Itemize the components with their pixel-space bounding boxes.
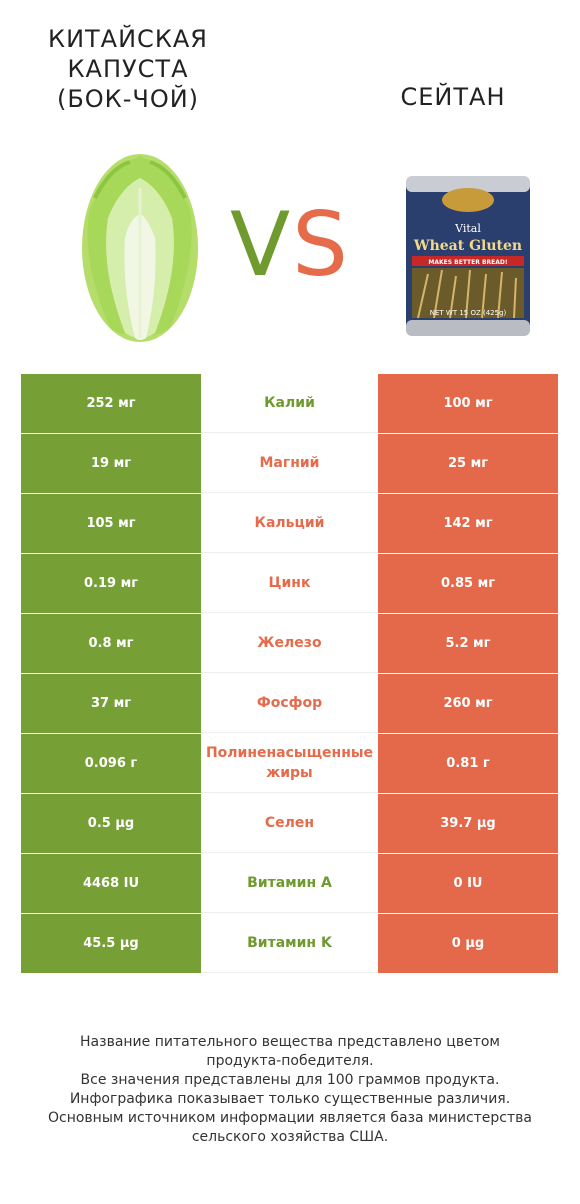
footer-line: Основным источником информации является … — [48, 1110, 532, 1126]
can-label-weight: NET WT 15 OZ (425g) — [430, 309, 507, 317]
table-row: 0.8 мг Железо 5.2 мг — [21, 614, 558, 674]
footer-line: продукта-победителя. — [206, 1053, 374, 1069]
right-value: 260 мг — [378, 674, 558, 733]
nutrient-name: Фосфор — [201, 674, 378, 733]
nutrient-name: Витамин K — [201, 914, 378, 973]
left-value: 0.5 µg — [21, 794, 201, 853]
can-label-vital: Vital — [454, 222, 481, 235]
footer-line: Все значения представлены для 100 граммо… — [80, 1072, 500, 1088]
table-row: 105 мг Кальций 142 мг — [21, 494, 558, 554]
nutrient-name: Калий — [201, 374, 378, 433]
nutrient-name: Полиненасыщенные жиры — [201, 734, 378, 793]
right-value: 0 IU — [378, 854, 558, 913]
right-value: 0.81 г — [378, 734, 558, 793]
nutrient-name: Кальций — [201, 494, 378, 553]
table-row: 0.096 г Полиненасыщенные жиры 0.81 г — [21, 734, 558, 794]
table-row: 0.19 мг Цинк 0.85 мг — [21, 554, 558, 614]
left-value: 4468 IU — [21, 854, 201, 913]
left-value: 0.19 мг — [21, 554, 201, 613]
right-value: 0.85 мг — [378, 554, 558, 613]
left-value: 252 мг — [21, 374, 201, 433]
left-product-title: КИТАЙСКАЯ КАПУСТА (БОК-ЧОЙ) — [48, 25, 208, 113]
nutrient-name: Селен — [201, 794, 378, 853]
footer-line: сельского хозяйства США. — [191, 1129, 389, 1145]
nutrient-name: Цинк — [201, 554, 378, 613]
footer-line: Название питательного вещества представл… — [80, 1034, 500, 1050]
nutrient-name: Витамин A — [201, 854, 378, 913]
left-value: 0.096 г — [21, 734, 201, 793]
table-row: 19 мг Магний 25 мг — [21, 434, 558, 494]
comparison-table: 252 мг Калий 100 мг 19 мг Магний 25 мг 105 мг К… — [21, 374, 558, 974]
wheat-gluten-can-image: Vital Wheat Gluten MAKES BETTER BREAD! N… — [406, 176, 530, 336]
nutrient-name: Железо — [201, 614, 378, 673]
can-label-band: MAKES BETTER BREAD! — [428, 259, 507, 266]
left-value: 0.8 мг — [21, 614, 201, 673]
chinese-cabbage-image — [82, 154, 198, 342]
left-value: 37 мг — [21, 674, 201, 733]
vs-v: V — [229, 193, 293, 296]
left-value: 105 мг — [21, 494, 201, 553]
vs-label: VS — [222, 190, 358, 300]
table-row: 252 мг Калий 100 мг — [21, 374, 558, 434]
right-value: 39.7 µg — [378, 794, 558, 853]
table-row: 0.5 µg Селен 39.7 µg — [21, 794, 558, 854]
right-value: 0 µg — [378, 914, 558, 973]
right-value: 25 мг — [378, 434, 558, 493]
right-value: 5.2 мг — [378, 614, 558, 673]
right-value: 100 мг — [378, 374, 558, 433]
left-value: 45.5 µg — [21, 914, 201, 973]
left-value: 19 мг — [21, 434, 201, 493]
nutrient-name: Магний — [201, 434, 378, 493]
table-row: 37 мг Фосфор 260 мг — [21, 674, 558, 734]
right-product-title: СЕЙТАН — [400, 83, 506, 111]
footer-notes: Название питательного вещества представл… — [20, 1033, 560, 1147]
footer-line: Инфографика показывает только существенн… — [69, 1091, 511, 1107]
vs-s: S — [292, 193, 351, 296]
can-label-main: Wheat Gluten — [413, 238, 522, 254]
right-value: 142 мг — [378, 494, 558, 553]
